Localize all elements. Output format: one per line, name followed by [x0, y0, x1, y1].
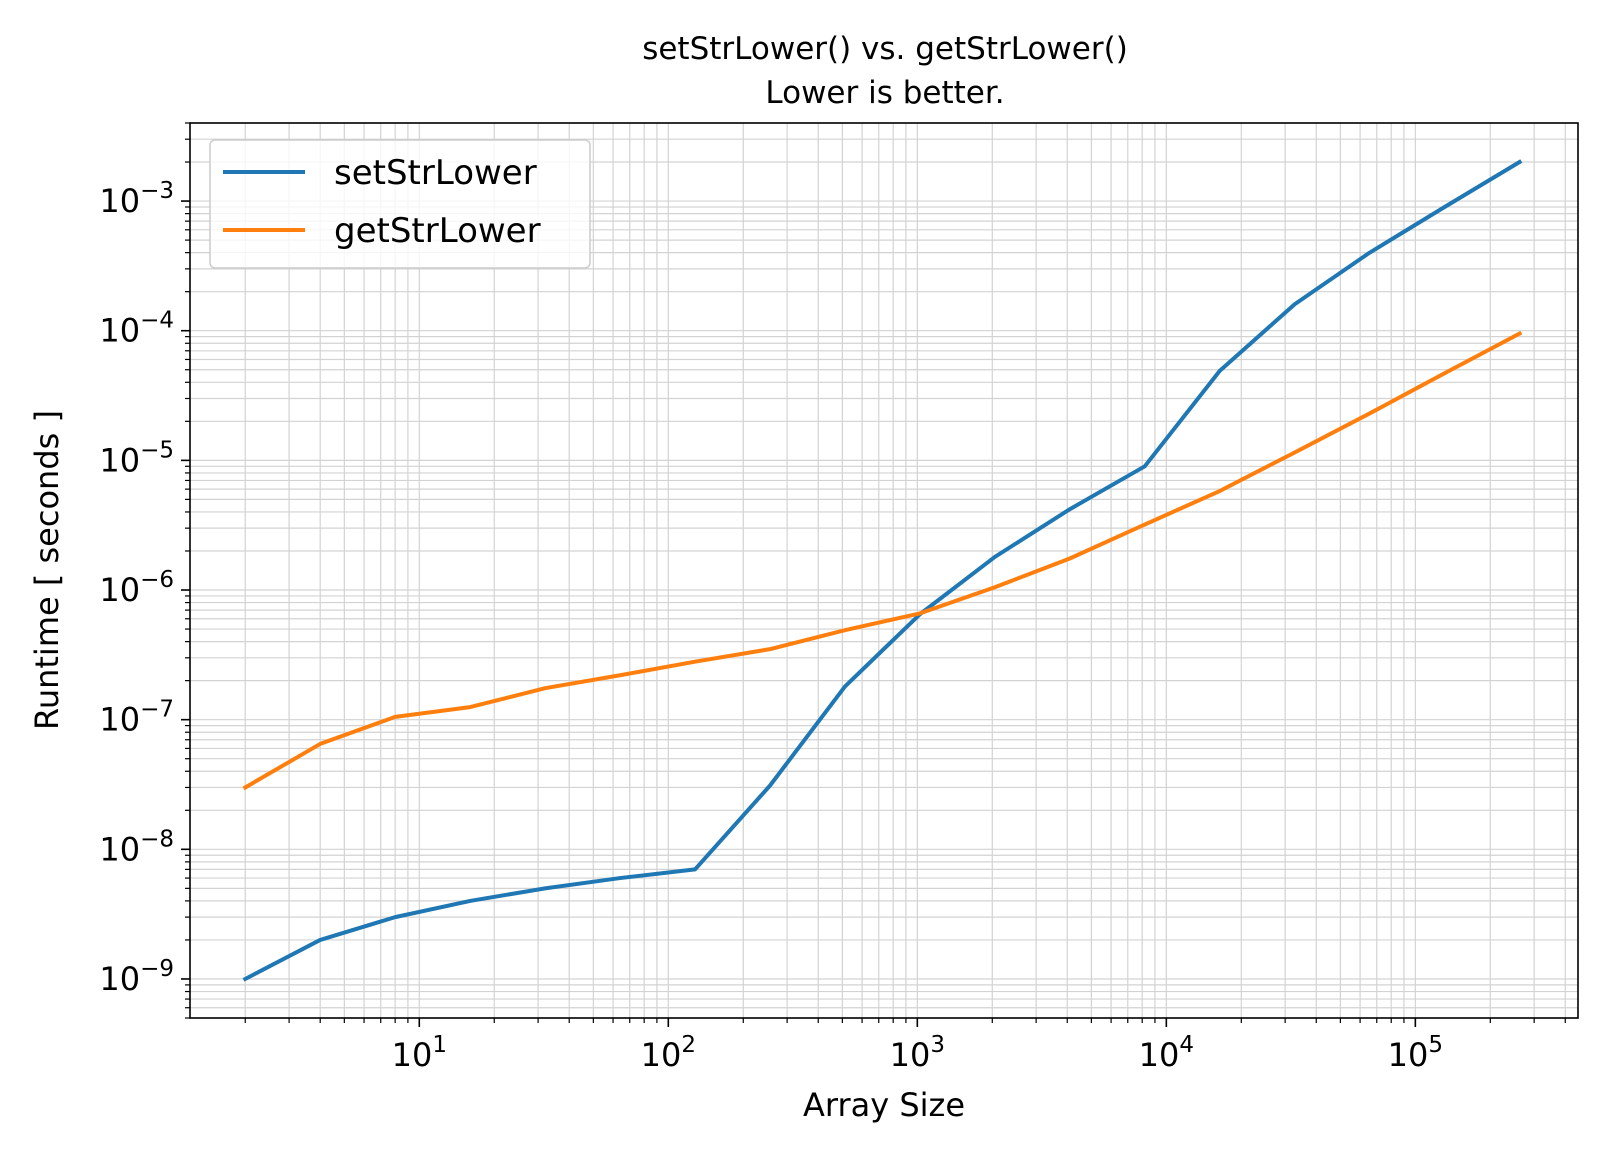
- y-tick-label: 10−3: [99, 178, 174, 220]
- y-tick-label: 10−6: [99, 567, 174, 609]
- y-tick-label-base: 10: [99, 960, 140, 998]
- y-tick-label-exponent: −9: [140, 956, 174, 982]
- x-tick-label-base: 10: [392, 1036, 433, 1074]
- x-tick-label-exponent: 2: [681, 1032, 696, 1058]
- axes-frame: [189, 122, 1579, 1019]
- x-tick-label: 102: [641, 1032, 696, 1074]
- y-tick-label-base: 10: [99, 182, 140, 220]
- x-tick-label-exponent: 5: [1428, 1032, 1443, 1058]
- y-tick-label-exponent: −8: [140, 826, 174, 852]
- x-tick-label: 101: [392, 1032, 447, 1074]
- chart-subtitle: Lower is better.: [765, 75, 1004, 111]
- x-tick-label-exponent: 4: [1179, 1032, 1194, 1058]
- y-tick-label: 10−4: [99, 308, 174, 350]
- y-tick-label-base: 10: [99, 441, 140, 479]
- x-tick-label-exponent: 1: [432, 1032, 447, 1058]
- x-axis-label: Array Size: [803, 1086, 965, 1124]
- chart-title: setStrLower() vs. getStrLower(): [642, 31, 1128, 67]
- y-tick-label-exponent: −3: [140, 178, 174, 204]
- x-tick-label-base: 10: [641, 1036, 682, 1074]
- x-tick-label-base: 10: [890, 1036, 931, 1074]
- y-tick-label-exponent: −7: [140, 697, 174, 723]
- y-tick-label-exponent: −4: [140, 308, 174, 334]
- x-tick-label: 105: [1388, 1032, 1443, 1074]
- x-tick-label-base: 10: [1388, 1036, 1429, 1074]
- y-tick-label: 10−9: [99, 956, 174, 998]
- x-tick-label: 103: [890, 1032, 945, 1074]
- ticks: 101 102 103 104 10510−910−810−710−610−510−41…: [99, 122, 1566, 1074]
- y-tick-label: 10−7: [99, 697, 174, 739]
- legend-label-setStrLower: setStrLower: [334, 153, 537, 193]
- x-tick-label: 104: [1139, 1032, 1194, 1074]
- y-tick-label: 10−8: [99, 826, 174, 868]
- y-tick-label-exponent: −5: [140, 437, 174, 463]
- legend-label-getStrLower: getStrLower: [334, 211, 541, 251]
- y-tick-label-base: 10: [99, 312, 140, 350]
- x-tick-label-exponent: 3: [930, 1032, 945, 1058]
- y-tick-label: 10−5: [99, 437, 174, 479]
- y-tick-label-exponent: −6: [140, 567, 174, 593]
- series-layer: [242, 159, 1523, 982]
- y-tick-label-base: 10: [99, 571, 140, 609]
- x-tick-label-base: 10: [1139, 1036, 1180, 1074]
- y-tick-label-base: 10: [99, 701, 140, 739]
- y-axis-label: Runtime [ seconds ]: [28, 410, 66, 730]
- series-line-getStrLower: [242, 330, 1523, 791]
- legend: setStrLower getStrLower: [209, 139, 591, 269]
- series-line-setStrLower: [242, 159, 1523, 982]
- y-tick-label-base: 10: [99, 830, 140, 868]
